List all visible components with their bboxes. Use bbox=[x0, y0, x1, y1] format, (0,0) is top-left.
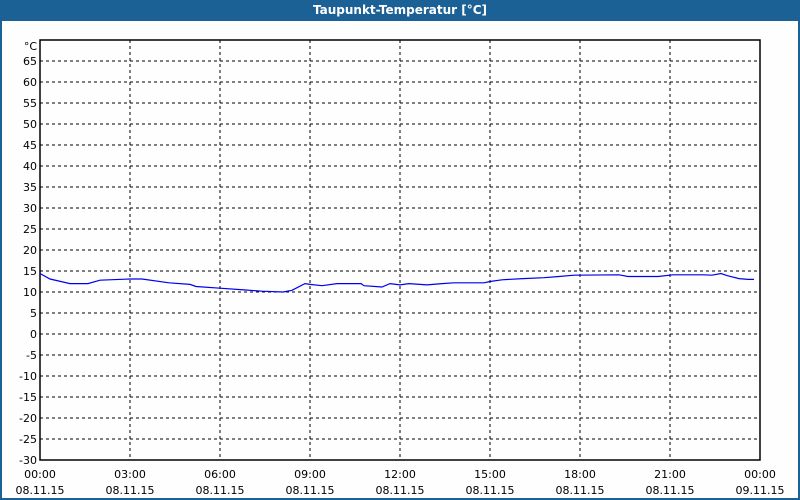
x-tick-time: 03:00 bbox=[114, 468, 146, 481]
y-tick-label: 40 bbox=[23, 160, 37, 173]
x-tick-time: 12:00 bbox=[384, 468, 416, 481]
x-tick-date: 09.11.15 bbox=[736, 484, 785, 497]
y-tick-label: -30 bbox=[19, 454, 37, 467]
plot-border bbox=[39, 39, 761, 461]
y-tick-label: 5 bbox=[30, 307, 37, 320]
y-axis-unit: °C bbox=[24, 40, 38, 53]
x-tick-time: 06:00 bbox=[204, 468, 236, 481]
y-tick-label: 55 bbox=[23, 97, 37, 110]
y-tick-label: -20 bbox=[19, 412, 37, 425]
y-tick-label: -10 bbox=[19, 370, 37, 383]
y-tick-label: 50 bbox=[23, 118, 37, 131]
x-tick-time: 00:00 bbox=[24, 468, 56, 481]
y-tick-label: 35 bbox=[23, 181, 37, 194]
x-tick-time: 18:00 bbox=[564, 468, 596, 481]
x-tick-time: 15:00 bbox=[474, 468, 506, 481]
x-tick-time: 09:00 bbox=[294, 468, 326, 481]
x-tick-date: 08.11.15 bbox=[466, 484, 515, 497]
y-tick-label: -25 bbox=[19, 433, 37, 446]
x-tick-date: 08.11.15 bbox=[106, 484, 155, 497]
chart-title: Taupunkt-Temperatur [°C] bbox=[0, 0, 800, 20]
y-tick-label: 25 bbox=[23, 223, 37, 236]
y-tick-label: 65 bbox=[23, 55, 37, 68]
y-tick-label: -15 bbox=[19, 391, 37, 404]
x-tick-date: 08.11.15 bbox=[286, 484, 335, 497]
dewpoint-series-line bbox=[39, 272, 754, 293]
x-tick-date: 08.11.15 bbox=[556, 484, 605, 497]
x-tick-date: 08.11.15 bbox=[646, 484, 695, 497]
y-tick-label: 15 bbox=[23, 265, 37, 278]
y-tick-label: 20 bbox=[23, 244, 37, 257]
x-tick-date: 08.11.15 bbox=[196, 484, 245, 497]
x-tick-date: 08.11.15 bbox=[16, 484, 65, 497]
x-tick-time: 21:00 bbox=[654, 468, 686, 481]
y-tick-label: 10 bbox=[23, 286, 37, 299]
x-tick-date: 08.11.15 bbox=[376, 484, 425, 497]
y-tick-label: 60 bbox=[23, 76, 37, 89]
y-tick-label: 0 bbox=[30, 328, 37, 341]
y-tick-label: -5 bbox=[26, 349, 37, 362]
y-tick-label: 30 bbox=[23, 202, 37, 215]
x-tick-time: 00:00 bbox=[744, 468, 776, 481]
y-tick-label: 45 bbox=[23, 139, 37, 152]
